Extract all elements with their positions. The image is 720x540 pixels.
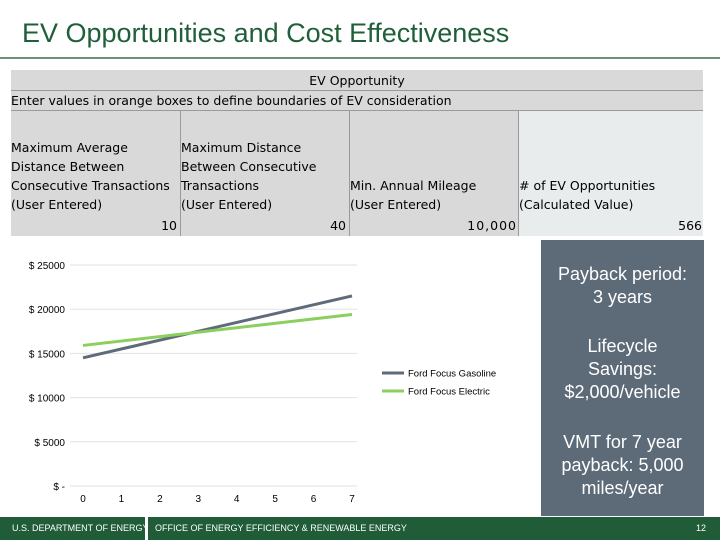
footer-separator: [145, 517, 148, 540]
y-tick-label: $ 20000: [29, 305, 66, 316]
ev-opportunities-value: 566: [678, 218, 702, 233]
x-tick-label: 6: [311, 494, 317, 505]
table-instruction: Enter values in orange boxes to define b…: [11, 93, 452, 108]
table-heading: EV Opportunity: [309, 73, 405, 88]
x-tick-label: 5: [272, 494, 278, 505]
ev-opportunity-table: EV Opportunity Enter values in orange bo…: [11, 70, 703, 236]
footer-bar: U.S. DEPARTMENT OF ENERGY OFFICE OF ENER…: [0, 517, 720, 540]
cost-comparison-chart: $ 25000 $ 20000 $ 15000 $ 10000 $ 5000 $ - 0 1 2…: [29, 261, 496, 505]
min-annual-mileage-label: Min. Annual Mileage (User Entered): [350, 178, 477, 212]
results-panel: Payback period: 3 years Lifecycle Saving…: [541, 240, 704, 516]
title-divider: [0, 57, 720, 59]
max-distance-value[interactable]: 40: [330, 218, 346, 233]
x-tick-label: 1: [119, 494, 125, 505]
x-tick-label: 7: [349, 494, 355, 505]
y-tick-label: $ 15000: [29, 349, 66, 360]
ev-opportunities-label: # of EV Opportunities (Calculated Value): [519, 178, 656, 212]
y-tick-label: $ -: [53, 482, 65, 493]
calculated-column-bg: [518, 111, 703, 236]
x-tick-label: 2: [157, 494, 163, 505]
payback-period-text: Payback period: 3 years: [557, 264, 688, 307]
vmt-payback-text: VMT for 7 year payback: 5,000 miles/year: [561, 432, 684, 498]
max-average-distance-value[interactable]: 10: [161, 218, 177, 233]
x-tick-label: 0: [80, 494, 86, 505]
footer-office: OFFICE OF ENERGY EFFICIENCY & RENEWABLE …: [155, 523, 407, 533]
slide-title: EV Opportunities and Cost Effectiveness: [22, 18, 510, 48]
y-tick-label: $ 25000: [29, 261, 66, 272]
footer-org: U.S. DEPARTMENT OF ENERGY: [12, 523, 149, 533]
y-tick-label: $ 10000: [29, 394, 66, 405]
max-average-distance-label: Maximum Average Distance Between Consecu…: [11, 140, 170, 212]
series-line-gasoline: [82, 294, 353, 360]
legend-label: Ford Focus Gasoline: [408, 369, 496, 380]
page-number: 12: [695, 523, 706, 533]
lifecycle-savings-text: Lifecycle Savings: $2,000/vehicle: [564, 336, 681, 402]
max-distance-label: Maximum Distance Between Consecutive Tra…: [181, 140, 317, 212]
legend-label: Ford Focus Electric: [408, 387, 490, 398]
min-annual-mileage-value[interactable]: 10,000: [467, 218, 517, 233]
x-tick-label: 4: [234, 494, 240, 505]
series-line-electric: [82, 313, 353, 347]
x-tick-label: 3: [196, 494, 202, 505]
y-tick-label: $ 5000: [34, 438, 65, 449]
